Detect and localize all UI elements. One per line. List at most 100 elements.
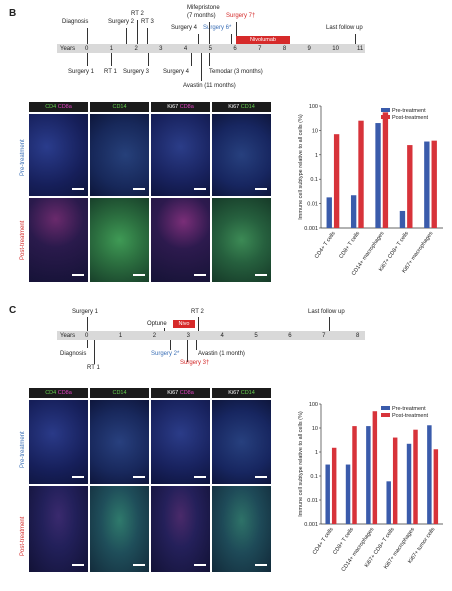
bar (424, 141, 430, 228)
bar (325, 464, 330, 524)
y-tick-label: 0.1 (310, 474, 318, 480)
timeline-label: Last follow up (308, 309, 345, 315)
bar (406, 443, 412, 524)
nivolumab-box: Nivolumab (236, 36, 290, 44)
nivo-box: Nivo (173, 320, 195, 328)
micrograph-tile (212, 198, 271, 282)
axis-tick-label: 1 (118, 333, 123, 339)
y-tick-label: 10 (312, 128, 318, 134)
axis-tick-label: 0 (85, 46, 89, 52)
timeline-tick (196, 340, 197, 350)
bar (392, 437, 398, 524)
bar (382, 112, 389, 228)
scale-bar (255, 563, 267, 566)
axis-tick-label: 5 (208, 46, 212, 52)
timeline-label: Temodar (3 months) (209, 69, 263, 75)
axis-tick-label: 11 (357, 46, 364, 52)
micrograph-tile (90, 198, 149, 282)
axis-tick-label: 2 (152, 333, 157, 339)
legend-swatch (381, 413, 390, 417)
y-tick-label: 1 (315, 153, 318, 159)
scale-bar (133, 475, 145, 478)
timeline-tick (126, 28, 127, 44)
panel-c-letter: C (9, 305, 17, 316)
panel-b-letter: B (9, 8, 17, 19)
micrograph-tile (29, 400, 88, 484)
timeline-tick (198, 34, 199, 44)
timeline-label: Surgery 2* (151, 351, 180, 357)
scale-bar (133, 273, 145, 276)
bar (331, 447, 337, 524)
timeline-label: RT 1 (87, 365, 100, 371)
timeline-tick (111, 53, 112, 66)
scale-bar (72, 563, 84, 566)
micro-header: Ki67 CD14 (212, 102, 271, 112)
y-tick-label: 0.01 (307, 202, 318, 208)
axis-tick-label: 1 (109, 46, 114, 52)
y-axis-label: Immune cell subtype relative to all cell… (298, 411, 304, 517)
micrograph-tile (29, 486, 88, 572)
micrograph-tile (212, 400, 271, 484)
scale-bar (194, 563, 206, 566)
micro-header: CD14 (90, 102, 149, 112)
bar (358, 120, 364, 228)
timeline-tick (198, 317, 199, 331)
scale-bar (72, 475, 84, 478)
timeline-label: Diagnosis (60, 351, 87, 357)
bar (433, 449, 439, 524)
legend-label: Post-treatment (392, 115, 429, 121)
bar (407, 145, 413, 228)
axis-tick-label: 3 (159, 46, 163, 52)
micro-header: CD4 CD8a (29, 102, 88, 112)
axis-tick-label: 9 (307, 46, 311, 52)
axis-tick-label: 3 (186, 333, 190, 339)
bar (345, 464, 351, 524)
timeline-tick (164, 328, 165, 331)
micrograph-tile (151, 198, 210, 282)
y-axis-label: Immune cell subtype relative to all cell… (298, 114, 304, 220)
scale-bar (194, 273, 206, 276)
bar (326, 197, 332, 228)
timeline-tick (209, 22, 210, 44)
scale-bar (255, 187, 267, 190)
timeline-tick (148, 53, 149, 66)
chart-b: 0.001 0.01 0.1 1 10 100 Immune cell subtype re… (298, 104, 443, 277)
axis-label: Years (60, 333, 76, 339)
scale-bar (255, 273, 267, 276)
row-label-post: Post-treatment (20, 516, 26, 556)
timeline-tick (87, 340, 88, 348)
timeline-tick (94, 340, 95, 364)
timeline-label: (7 months) (187, 13, 216, 19)
bar (413, 429, 418, 524)
axis-tick-label: 7 (258, 46, 262, 52)
timeline-tick (355, 34, 356, 44)
timeline-label: Surgery 3† (180, 360, 210, 366)
timeline-label: Optune (147, 321, 167, 327)
micrograph-tile (29, 198, 88, 282)
scale-bar (133, 563, 145, 566)
y-tick-label: 0.001 (304, 226, 318, 232)
y-tick-label: 10 (312, 426, 318, 432)
timeline-label: Avastin (1 month) (198, 351, 245, 357)
micrograph-tile (151, 400, 210, 484)
row-label-pre: Pre-treatment (20, 431, 26, 468)
micro-header: Ki67 CD8a (151, 102, 210, 112)
timeline-label: Surgery 3 (123, 69, 150, 75)
axis-tick-label: 4 (183, 46, 188, 52)
bar (427, 425, 432, 524)
row-label-pre: Pre-treatment (20, 139, 26, 176)
x-tick-label: CD4+ T cells (314, 231, 337, 260)
bar (350, 195, 357, 228)
y-tick-label: 0.001 (304, 522, 318, 528)
scale-bar (72, 187, 84, 190)
row-label-post: Post-treatment (20, 220, 26, 260)
axis-tick-label: 0 (85, 333, 89, 339)
panel-c-micrographs: CD4 CD8a CD14 Ki67 CD8a Ki67 CD14 (29, 388, 273, 574)
scale-bar (133, 187, 145, 190)
timeline-tick (87, 317, 88, 331)
y-tick-label: 100 (309, 402, 318, 408)
timeline-label: Avastin (11 months) (183, 83, 236, 89)
timeline-label: Mifepristone (187, 5, 220, 11)
timeline-tick (201, 53, 202, 81)
timeline-label: Last follow up (326, 25, 363, 31)
